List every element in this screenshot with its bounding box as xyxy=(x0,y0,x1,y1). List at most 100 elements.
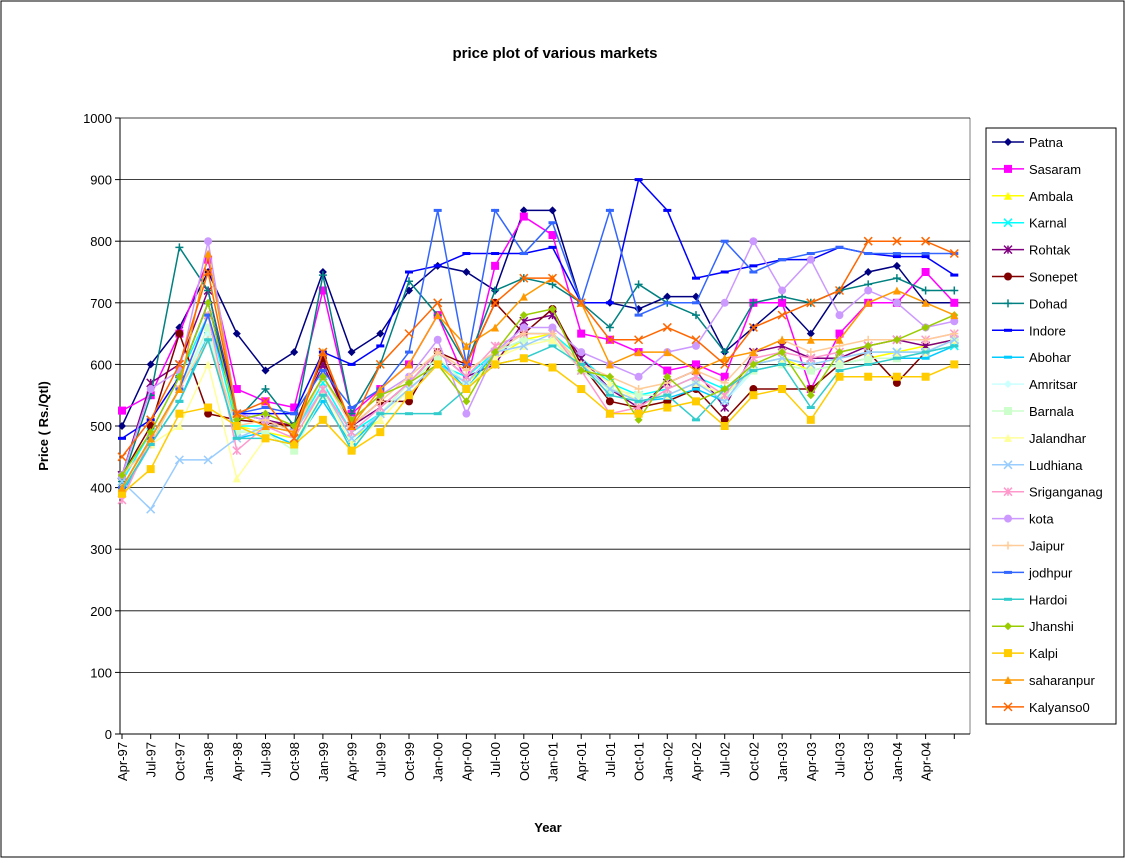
marker xyxy=(806,366,815,375)
marker xyxy=(835,245,844,249)
marker xyxy=(1003,460,1013,470)
marker xyxy=(318,347,328,357)
marker xyxy=(519,311,528,320)
marker xyxy=(835,311,844,320)
marker xyxy=(864,252,873,256)
marker xyxy=(576,298,586,308)
marker xyxy=(605,301,614,305)
marker xyxy=(634,178,643,182)
marker xyxy=(491,261,500,270)
marker xyxy=(375,359,385,369)
marker xyxy=(519,323,528,332)
marker xyxy=(634,415,643,424)
marker xyxy=(318,399,327,403)
marker xyxy=(491,323,500,332)
marker xyxy=(663,366,672,375)
marker xyxy=(118,422,126,430)
marker xyxy=(692,311,700,320)
y-tick-label: 900 xyxy=(90,173,112,188)
marker xyxy=(548,304,557,313)
marker xyxy=(261,422,270,430)
marker xyxy=(261,366,270,375)
marker xyxy=(204,249,213,258)
marker xyxy=(634,335,644,345)
marker xyxy=(175,399,184,403)
marker xyxy=(634,409,643,418)
legend-label: saharanpur xyxy=(1029,673,1095,688)
x-tick-label: Jul-98 xyxy=(259,742,274,777)
marker xyxy=(1004,649,1012,658)
marker xyxy=(547,273,558,283)
marker xyxy=(1004,191,1012,200)
marker xyxy=(892,286,901,295)
marker xyxy=(577,362,586,366)
marker xyxy=(376,385,385,394)
marker xyxy=(347,446,356,455)
marker xyxy=(806,329,815,338)
marker xyxy=(663,372,672,381)
marker xyxy=(1004,164,1012,173)
marker xyxy=(748,322,758,332)
x-tick-label: Oct-02 xyxy=(746,742,761,781)
marker xyxy=(519,206,528,215)
marker xyxy=(347,362,356,366)
marker xyxy=(1004,299,1012,308)
marker xyxy=(376,428,385,437)
marker xyxy=(376,412,385,416)
marker xyxy=(146,465,155,474)
marker xyxy=(146,442,155,446)
marker xyxy=(347,421,357,431)
marker xyxy=(519,341,529,351)
marker xyxy=(1004,272,1012,281)
marker xyxy=(232,422,241,430)
marker xyxy=(491,208,500,212)
marker xyxy=(376,344,385,348)
marker xyxy=(692,397,700,406)
marker xyxy=(204,403,213,412)
marker xyxy=(318,286,327,295)
legend-label: jodhpur xyxy=(1028,565,1073,580)
marker xyxy=(204,298,213,307)
legend-label: Hardoi xyxy=(1029,592,1067,607)
x-tick-label: Jan-02 xyxy=(660,742,675,782)
marker xyxy=(318,393,327,397)
marker xyxy=(1003,702,1013,712)
marker xyxy=(892,261,901,270)
marker xyxy=(462,366,471,375)
marker xyxy=(863,236,873,246)
marker xyxy=(921,335,930,344)
legend-label: Karnal xyxy=(1029,216,1067,231)
marker xyxy=(720,415,729,424)
marker xyxy=(548,221,557,225)
legend-label: Jaipur xyxy=(1029,539,1065,554)
legend-label: kota xyxy=(1029,512,1054,527)
marker xyxy=(261,434,270,443)
marker xyxy=(175,422,184,430)
marker xyxy=(949,248,959,259)
marker xyxy=(864,298,873,307)
marker xyxy=(118,483,126,492)
marker xyxy=(548,231,557,240)
marker xyxy=(1003,218,1013,228)
y-tick-label: 600 xyxy=(90,357,112,372)
marker xyxy=(175,329,184,338)
x-tick-label: Jul-02 xyxy=(718,742,733,777)
marker xyxy=(778,258,787,262)
marker xyxy=(605,397,614,406)
marker xyxy=(950,286,959,295)
x-tick-label: Apr-98 xyxy=(230,742,245,781)
marker xyxy=(864,268,873,276)
marker xyxy=(462,341,471,350)
marker xyxy=(117,452,127,462)
marker xyxy=(433,360,442,369)
marker xyxy=(692,276,700,280)
marker xyxy=(1004,676,1012,684)
marker xyxy=(835,369,844,373)
marker xyxy=(1004,433,1012,442)
series-line xyxy=(121,207,955,488)
marker xyxy=(433,208,442,212)
marker xyxy=(146,385,155,394)
marker xyxy=(605,360,614,369)
marker xyxy=(204,237,213,246)
